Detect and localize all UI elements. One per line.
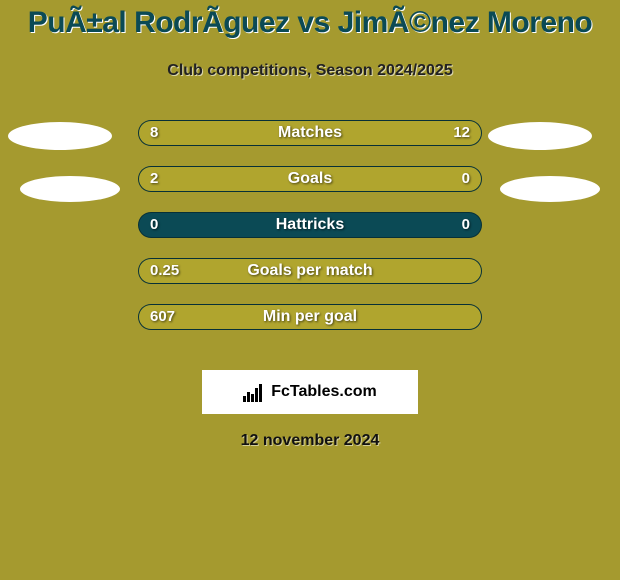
value-right: 12 bbox=[453, 120, 470, 146]
value-right: 0 bbox=[462, 166, 470, 192]
bar-chart-icon bbox=[243, 382, 265, 402]
value-left: 2 bbox=[150, 166, 158, 192]
value-right: 0 bbox=[462, 212, 470, 238]
value-left: 0.25 bbox=[150, 258, 179, 284]
bar-left bbox=[139, 167, 399, 191]
page-subtitle: Club competitions, Season 2024/2025 bbox=[0, 62, 620, 80]
decorative-ellipse bbox=[488, 122, 592, 150]
bar-left bbox=[139, 121, 276, 145]
bar-track bbox=[138, 166, 482, 192]
value-left: 607 bbox=[150, 304, 175, 330]
bar-left bbox=[139, 259, 481, 283]
comparison-infographic: PuÃ±al RodrÃ­guez vs JimÃ©nez Moreno Clu… bbox=[0, 0, 620, 580]
bar-right bbox=[276, 121, 481, 145]
bar-track bbox=[138, 304, 482, 330]
stat-row: 607Min per goal bbox=[0, 304, 620, 350]
bar-left bbox=[139, 305, 481, 329]
bar-track bbox=[138, 120, 482, 146]
decorative-ellipse bbox=[500, 176, 600, 202]
decorative-ellipse bbox=[20, 176, 120, 202]
value-left: 8 bbox=[150, 120, 158, 146]
page-title: PuÃ±al RodrÃ­guez vs JimÃ©nez Moreno bbox=[0, 0, 620, 40]
bar-track bbox=[138, 212, 482, 238]
logo-box[interactable]: FcTables.com bbox=[202, 370, 418, 414]
value-left: 0 bbox=[150, 212, 158, 238]
logo-text: FcTables.com bbox=[271, 383, 377, 401]
date-text: 12 november 2024 bbox=[0, 432, 620, 450]
stat-row: 00Hattricks bbox=[0, 212, 620, 258]
chart-area: 812Matches20Goals00Hattricks0.25Goals pe… bbox=[0, 120, 620, 350]
decorative-ellipse bbox=[8, 122, 112, 150]
bar-track bbox=[138, 258, 482, 284]
stat-row: 0.25Goals per match bbox=[0, 258, 620, 304]
